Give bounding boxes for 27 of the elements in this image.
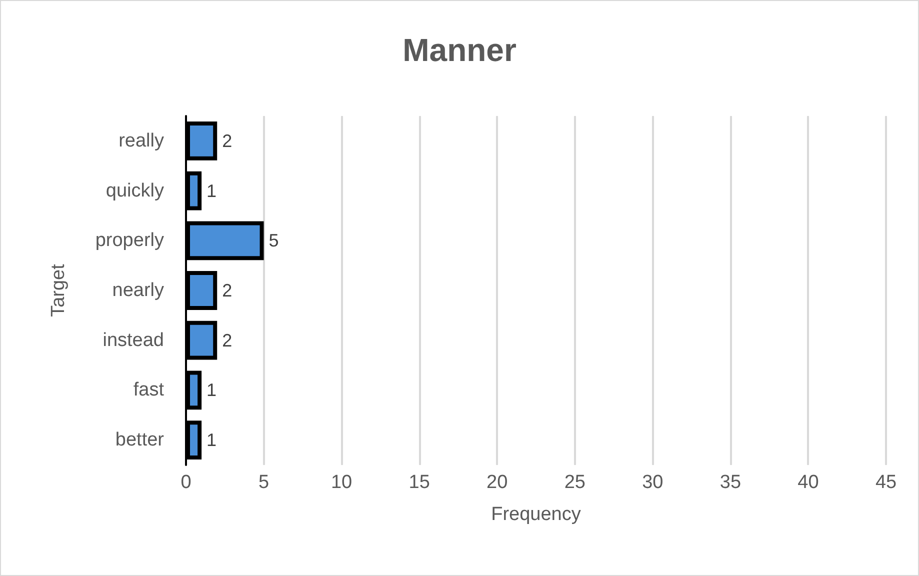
y-tick-label: really <box>118 130 164 152</box>
x-tick-label: 0 <box>180 472 192 493</box>
x-tick-label: 15 <box>408 472 430 493</box>
x-tick-label: 25 <box>564 472 586 493</box>
y-tick-label: properly <box>95 230 164 252</box>
data-label: 2 <box>222 280 232 300</box>
data-label: 1 <box>206 380 217 400</box>
x-tick-label: 5 <box>258 472 270 493</box>
y-tick-label: better <box>115 430 165 451</box>
x-axis-title: Frequency <box>491 504 582 525</box>
y-tick-label: quickly <box>106 180 164 202</box>
y-tick-label: nearly <box>112 280 164 301</box>
y-axis-title: Target <box>48 263 69 317</box>
data-label: 1 <box>206 430 217 450</box>
data-label: 1 <box>206 180 217 201</box>
y-tick-label: instead <box>102 330 164 351</box>
data-label: 2 <box>222 330 232 350</box>
x-tick-label: 30 <box>642 472 664 493</box>
x-tick-label: 45 <box>875 472 897 493</box>
chart-title: Manner <box>402 32 516 68</box>
data-label: 2 <box>222 130 232 151</box>
data-label: 5 <box>268 230 279 251</box>
x-tick-label: 20 <box>486 472 508 493</box>
x-tick-label: 35 <box>720 472 742 493</box>
x-tick-label: 40 <box>798 472 819 493</box>
y-tick-label: fast <box>133 380 165 401</box>
x-tick-label: 10 <box>330 472 352 493</box>
